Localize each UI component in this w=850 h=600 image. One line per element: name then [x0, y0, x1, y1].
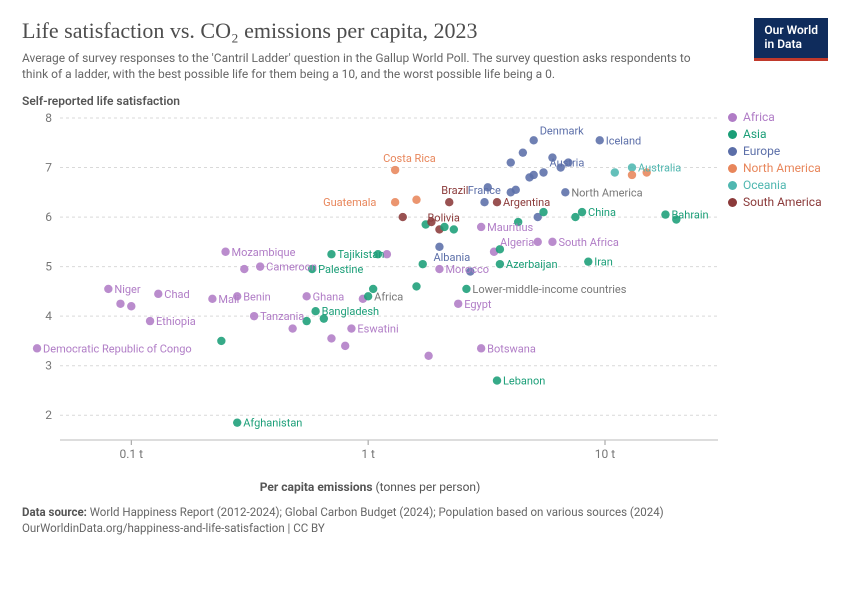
svg-text:Niger: Niger [114, 283, 141, 296]
svg-text:Bahrain: Bahrain [671, 209, 708, 222]
legend-item[interactable]: Europe [728, 144, 828, 158]
svg-text:Azerbaijan: Azerbaijan [506, 259, 558, 272]
chart-subtitle: Average of survey responses to the 'Cant… [22, 50, 708, 82]
svg-text:Argentina: Argentina [503, 197, 550, 210]
svg-text:1 t: 1 t [361, 447, 375, 461]
svg-text:5: 5 [45, 260, 52, 274]
svg-text:Eswatini: Eswatini [357, 323, 398, 336]
svg-text:Brazil: Brazil [441, 185, 468, 198]
svg-text:Costa Rica: Costa Rica [383, 152, 436, 165]
svg-text:Africa: Africa [374, 291, 403, 304]
legend-item[interactable]: South America [728, 195, 828, 209]
svg-text:Albania: Albania [433, 251, 470, 264]
legend-item[interactable]: Asia [728, 127, 828, 141]
svg-text:Austria: Austria [550, 157, 585, 170]
svg-text:10 t: 10 t [595, 447, 615, 461]
data-sources: Data source: World Happiness Report (201… [22, 504, 828, 536]
svg-text:Mauritius: Mauritius [487, 221, 533, 234]
svg-text:4: 4 [45, 310, 52, 324]
svg-text:Iceland: Iceland [606, 135, 642, 148]
logo-line2: in Data [764, 38, 818, 52]
legend: Africa Asia Europe North America Oceania Sout… [728, 110, 828, 212]
svg-text:Democratic Republic of Congo: Democratic Republic of Congo [43, 343, 192, 356]
svg-text:Palestine: Palestine [318, 263, 363, 276]
svg-text:Denmark: Denmark [540, 125, 584, 138]
svg-text:3: 3 [45, 359, 52, 373]
svg-text:Mali: Mali [218, 293, 239, 306]
svg-text:Chad: Chad [164, 288, 189, 301]
chart-page: Our World in Data Life satisfaction vs. … [0, 0, 850, 600]
y-axis-label: Self-reported life satisfaction [22, 94, 828, 108]
owid-logo: Our World in Data [754, 18, 828, 61]
legend-item[interactable]: North America [728, 161, 828, 175]
svg-text:Botswana: Botswana [487, 343, 536, 356]
legend-item[interactable]: Africa [728, 110, 828, 124]
svg-text:Iran: Iran [594, 256, 613, 269]
svg-text:8: 8 [45, 111, 52, 125]
svg-text:7: 7 [45, 161, 52, 175]
svg-text:Australia: Australia [638, 162, 681, 175]
svg-text:6: 6 [45, 210, 52, 224]
svg-text:Bolivia: Bolivia [427, 212, 459, 225]
svg-text:Lebanon: Lebanon [503, 375, 545, 388]
svg-text:Ethiopia: Ethiopia [156, 315, 196, 328]
svg-text:Bangladesh: Bangladesh [322, 306, 380, 319]
svg-text:Algeria: Algeria [500, 236, 534, 249]
legend-item[interactable]: Oceania [728, 178, 828, 192]
svg-text:Tajikistan: Tajikistan [337, 249, 384, 262]
scatter-chart: 2 3 4 5 6 7 8 0.1 t 1 t 10 t Democratic Republic o… [22, 110, 828, 480]
chart-area: 2 3 4 5 6 7 8 0.1 t 1 t 10 t Democratic Republic o… [22, 110, 828, 480]
svg-text:Egypt: Egypt [464, 298, 492, 311]
logo-line1: Our World [764, 24, 818, 38]
svg-text:Ghana: Ghana [313, 291, 345, 304]
svg-text:Guatemala: Guatemala [323, 197, 376, 210]
svg-text:Lower-middle-income countries: Lower-middle-income countries [472, 283, 626, 296]
svg-text:France: France [468, 184, 501, 197]
svg-text:Tanzania: Tanzania [260, 311, 304, 324]
svg-text:Afghanistan: Afghanistan [243, 417, 302, 430]
svg-text:0.1 t: 0.1 t [120, 447, 144, 461]
svg-text:Mozambique: Mozambique [232, 246, 296, 259]
svg-text:Cameroon: Cameroon [266, 261, 317, 274]
svg-text:2: 2 [45, 409, 52, 423]
svg-text:South Africa: South Africa [558, 236, 618, 249]
svg-text:China: China [588, 206, 616, 219]
x-axis-label: Per capita emissions (tonnes per person) [22, 480, 718, 494]
svg-text:North America: North America [571, 187, 642, 200]
chart-title: Life satisfaction vs. CO₂ emissions per … [22, 18, 708, 44]
svg-text:Benin: Benin [243, 291, 271, 304]
svg-text:Morocco: Morocco [445, 263, 489, 276]
